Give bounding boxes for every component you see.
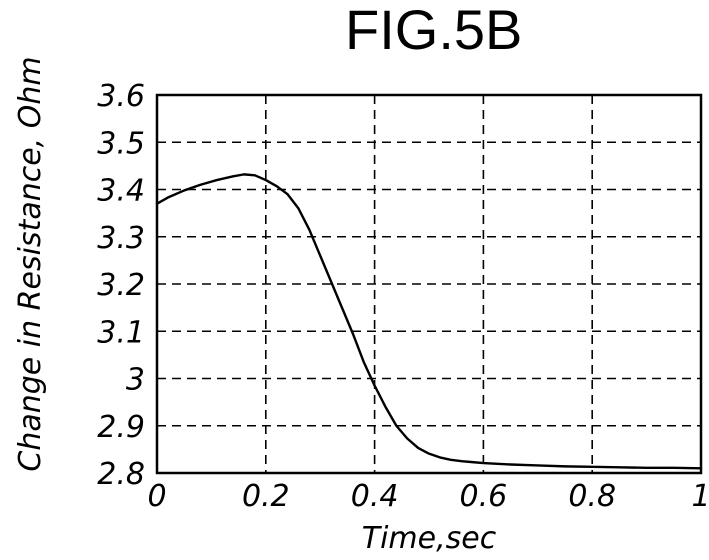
x-tick-label: 0.6	[460, 479, 508, 514]
x-tick-labels: 0 0.2 0.4 0.6 0.8 1	[147, 479, 709, 514]
grid	[157, 95, 701, 473]
x-tick-label: 0.2	[242, 479, 290, 514]
y-tick-label: 3.3	[97, 221, 145, 256]
x-tick-label: 0	[147, 479, 166, 514]
series-line	[155, 173, 703, 470]
x-tick-label: 0.8	[568, 479, 616, 514]
y-tick-labels: 2.8 2.9 3 3.1 3.2 3.3 3.4 3.5 3.6	[97, 79, 145, 492]
y-tick-label: 3.6	[97, 79, 145, 114]
x-tick-label: 1	[691, 479, 709, 514]
series-layer	[155, 173, 703, 470]
y-axis-label: Change in Resistance, Ohm	[13, 56, 48, 471]
figure-title: FIG.5B	[345, 0, 523, 61]
plot-frame	[155, 93, 703, 475]
x-tick-label: 0.4	[351, 479, 399, 514]
y-tick-label: 3.4	[97, 174, 145, 209]
y-tick-label: 3	[126, 363, 145, 398]
y-tick-label: 3.2	[97, 268, 145, 303]
y-tick-label: 2.9	[97, 410, 145, 445]
y-tick-label: 3.1	[97, 315, 145, 350]
y-tick-label: 3.5	[97, 126, 145, 161]
x-axis-label: Time,sec	[362, 521, 497, 556]
y-tick-label: 2.8	[97, 457, 145, 492]
